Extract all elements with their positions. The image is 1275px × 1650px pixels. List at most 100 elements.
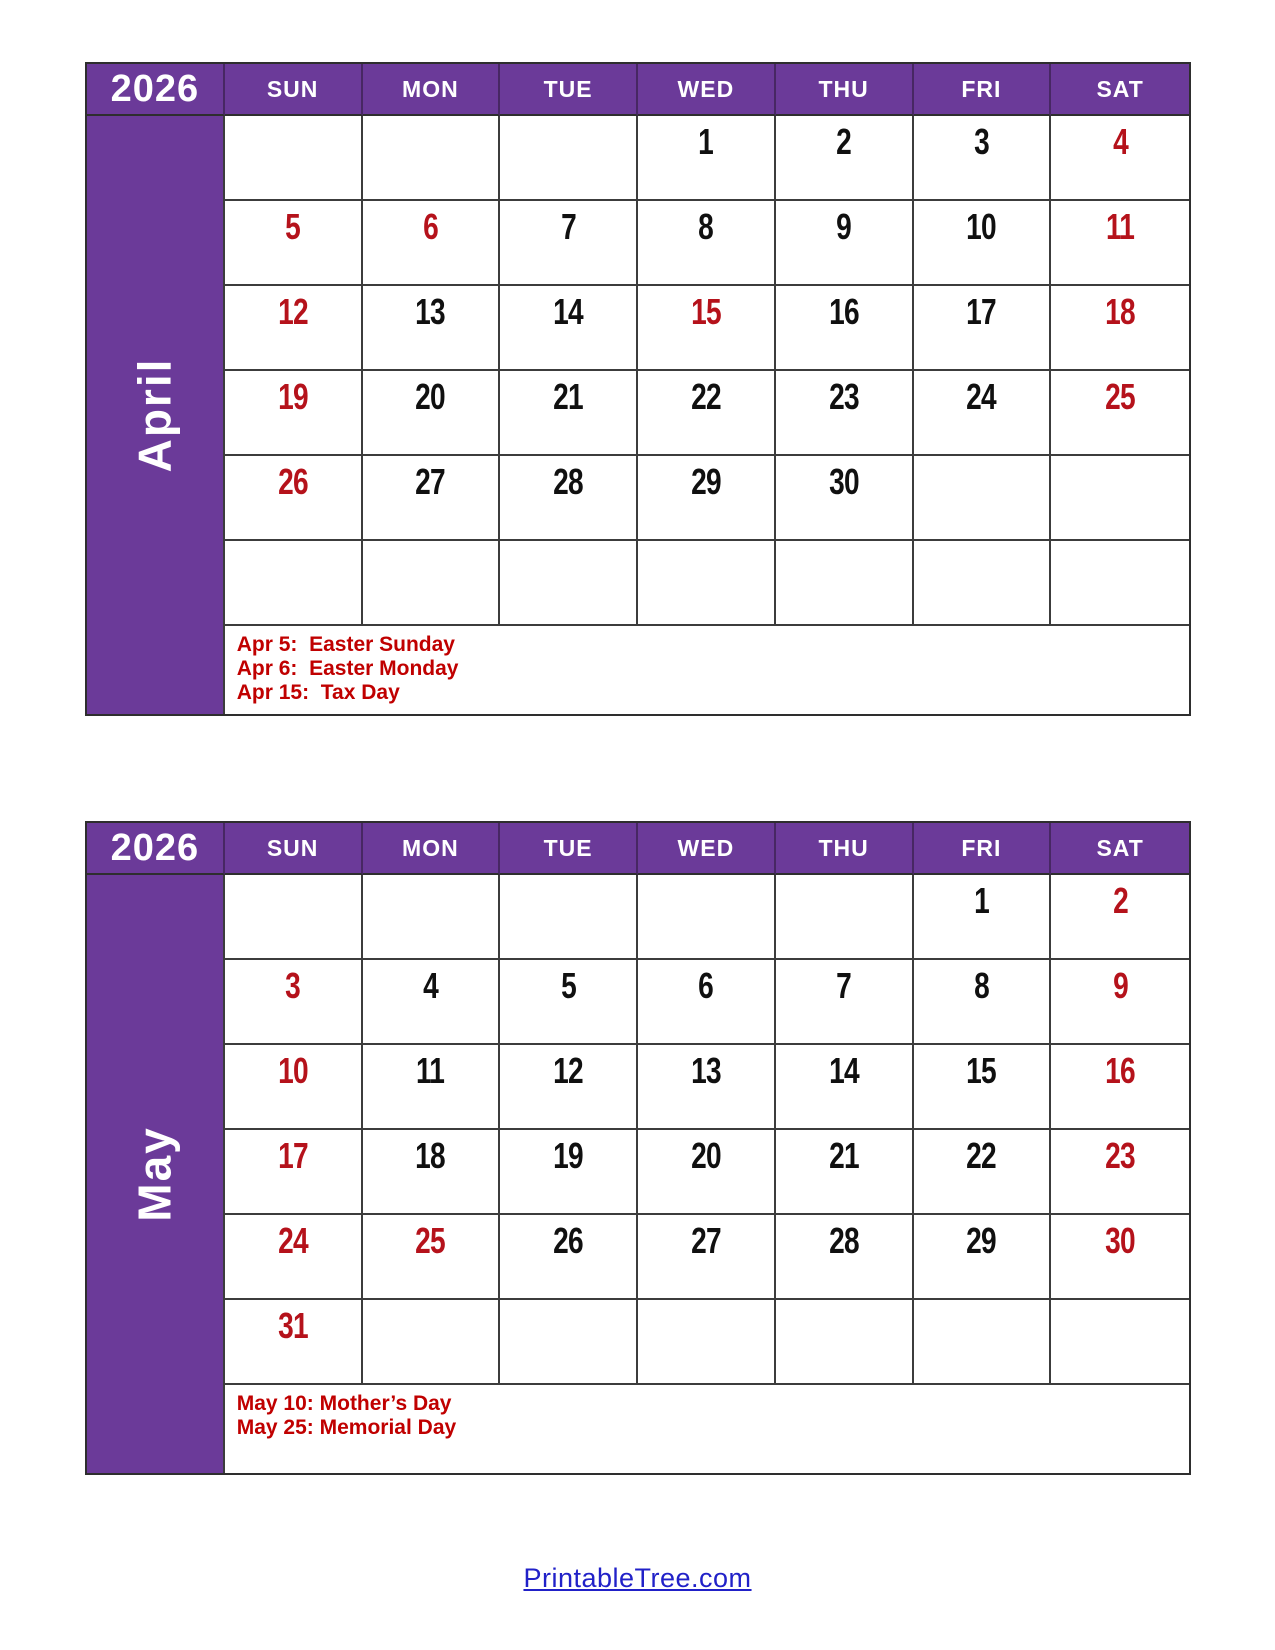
- date-number: 4: [1112, 121, 1129, 162]
- date-cell: [224, 116, 363, 201]
- date-cell: [913, 456, 1052, 541]
- date-number: 29: [966, 1220, 997, 1261]
- date-cell: 22: [638, 371, 776, 456]
- month-sidebar: April: [87, 116, 225, 714]
- date-cell: 9: [775, 201, 914, 286]
- date-cell: 21: [500, 371, 638, 456]
- date-cell: [913, 541, 1052, 626]
- date-number: 10: [966, 206, 997, 247]
- date-cell: 14: [775, 1045, 914, 1130]
- date-cell: 29: [913, 1215, 1052, 1300]
- date-number: 9: [1112, 965, 1129, 1006]
- date-cell: 25: [1051, 371, 1189, 456]
- date-number: 16: [1105, 1050, 1135, 1091]
- date-cell: [775, 541, 914, 626]
- date-number: 14: [553, 291, 583, 332]
- date-cell: 27: [638, 1215, 776, 1300]
- day-header-tue: TUE: [500, 823, 638, 875]
- date-cell: [913, 1300, 1052, 1385]
- date-number: 17: [277, 1135, 308, 1176]
- date-number: 18: [1105, 291, 1135, 332]
- date-cell: 12: [500, 1045, 638, 1130]
- april-2026-calendar: 2026 SUN MON TUE WED THU FRI SAT April 1 2 3 4 5 6 7 8 9 1…: [85, 62, 1191, 716]
- date-number: 4: [422, 965, 439, 1006]
- date-number: 10: [277, 1050, 308, 1091]
- date-cell: 22: [913, 1130, 1052, 1215]
- date-cell: 23: [1051, 1130, 1189, 1215]
- day-header-wed: WED: [638, 823, 776, 875]
- date-cell: 26: [500, 1215, 638, 1300]
- holiday-notes: Apr 5: Easter Sunday Apr 6: Easter Monday…: [225, 626, 1189, 714]
- date-cell: 12: [224, 286, 363, 371]
- date-number: 19: [277, 376, 308, 417]
- date-cell: 10: [913, 201, 1052, 286]
- date-cell: [775, 1300, 914, 1385]
- date-cell: 1: [638, 116, 776, 201]
- date-cell: 20: [362, 371, 501, 456]
- date-cell: [362, 1300, 501, 1385]
- date-number: 19: [553, 1135, 583, 1176]
- date-cell: 21: [775, 1130, 914, 1215]
- footer: PrintableTree.com: [0, 1563, 1275, 1594]
- date-number: 30: [828, 461, 859, 502]
- date-number: 21: [553, 376, 583, 417]
- day-header-sat: SAT: [1051, 823, 1189, 875]
- date-number: 1: [698, 121, 714, 162]
- date-cell: 6: [362, 201, 501, 286]
- date-number: 8: [698, 206, 714, 247]
- date-number: 2: [1112, 880, 1129, 921]
- date-number: 5: [285, 206, 301, 247]
- date-cell: 9: [1051, 960, 1189, 1045]
- day-header-fri: FRI: [913, 823, 1052, 875]
- date-cell: 18: [362, 1130, 501, 1215]
- date-number: 25: [415, 1220, 446, 1261]
- date-number: 25: [1105, 376, 1135, 417]
- holiday-note: Apr 6: Easter Monday: [236, 657, 459, 680]
- date-number: 6: [698, 965, 714, 1006]
- date-number: 15: [691, 291, 721, 332]
- date-number: 2: [836, 121, 852, 162]
- date-number: 8: [973, 965, 990, 1006]
- date-cell: 24: [913, 371, 1052, 456]
- date-number: 20: [415, 376, 446, 417]
- date-number: 21: [828, 1135, 859, 1176]
- date-number: 22: [966, 1135, 997, 1176]
- date-cell: [1051, 456, 1189, 541]
- date-cell: 16: [775, 286, 914, 371]
- date-cell: 24: [224, 1215, 363, 1300]
- date-number: 27: [415, 461, 446, 502]
- date-cell: 19: [224, 371, 363, 456]
- may-2026-calendar: 2026 SUN MON TUE WED THU FRI SAT May 1 2 3 4 5 6 7 8 9 10 1…: [85, 821, 1191, 1475]
- date-number: 26: [277, 461, 308, 502]
- day-header-sat: SAT: [1051, 64, 1189, 116]
- holiday-note: Apr 15: Tax Day: [236, 681, 400, 704]
- date-cell: [638, 541, 776, 626]
- date-cell: 5: [500, 960, 638, 1045]
- date-cell: 8: [913, 960, 1052, 1045]
- day-header-fri: FRI: [913, 64, 1052, 116]
- date-cell: 17: [224, 1130, 363, 1215]
- date-cell: 31: [224, 1300, 363, 1385]
- date-cell: 19: [500, 1130, 638, 1215]
- date-cell: 30: [1051, 1215, 1189, 1300]
- day-header-thu: THU: [775, 64, 914, 116]
- date-number: 16: [828, 291, 859, 332]
- date-cell: 3: [224, 960, 363, 1045]
- date-number: 14: [828, 1050, 859, 1091]
- date-number: 23: [828, 376, 859, 417]
- date-cell: 10: [224, 1045, 363, 1130]
- date-cell: 4: [362, 960, 501, 1045]
- date-cell: 14: [500, 286, 638, 371]
- year-label: 2026: [87, 823, 225, 875]
- footer-site-link[interactable]: PrintableTree.com: [523, 1563, 752, 1593]
- date-cell: 5: [224, 201, 363, 286]
- date-cell: [1051, 541, 1189, 626]
- date-cell: 6: [638, 960, 776, 1045]
- date-cell: [362, 875, 501, 960]
- date-cell: 8: [638, 201, 776, 286]
- date-number: 3: [285, 965, 301, 1006]
- date-cell: [224, 875, 363, 960]
- date-number: 5: [560, 965, 577, 1006]
- date-number: 26: [553, 1220, 583, 1261]
- day-header-wed: WED: [638, 64, 776, 116]
